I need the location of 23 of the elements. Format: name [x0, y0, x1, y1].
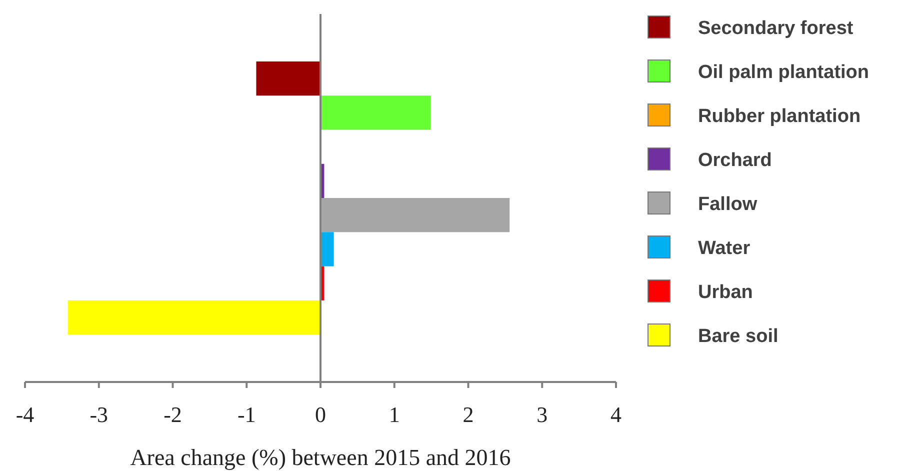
- legend-label: Oil palm plantation: [698, 62, 870, 83]
- legend-label: Urban: [698, 282, 753, 303]
- bar: [68, 300, 320, 335]
- legend-label: Fallow: [698, 194, 758, 215]
- x-tick-label: -1: [237, 402, 256, 427]
- legend-label: Rubber plantation: [698, 106, 861, 127]
- x-tick-label: 0: [315, 402, 326, 427]
- bar: [320, 232, 334, 266]
- legend-label: Water: [698, 238, 751, 259]
- legend-label: Secondary forest: [698, 18, 854, 39]
- bar: [256, 61, 320, 96]
- x-tick-label: 1: [388, 402, 400, 427]
- x-tick-label: 3: [536, 402, 548, 427]
- x-tick-label: 4: [610, 402, 622, 427]
- bar: [320, 198, 510, 232]
- x-tick-label: -4: [16, 402, 34, 427]
- x-tick-label: -2: [164, 402, 182, 427]
- x-axis-title: Area change (%) between 2015 and 2016: [130, 445, 511, 470]
- legend-label: Orchard: [698, 150, 772, 171]
- x-tick-label: 2: [462, 402, 474, 427]
- legend-label: Bare soil: [698, 326, 778, 347]
- x-tick-label: -3: [90, 402, 108, 427]
- bar: [320, 96, 431, 130]
